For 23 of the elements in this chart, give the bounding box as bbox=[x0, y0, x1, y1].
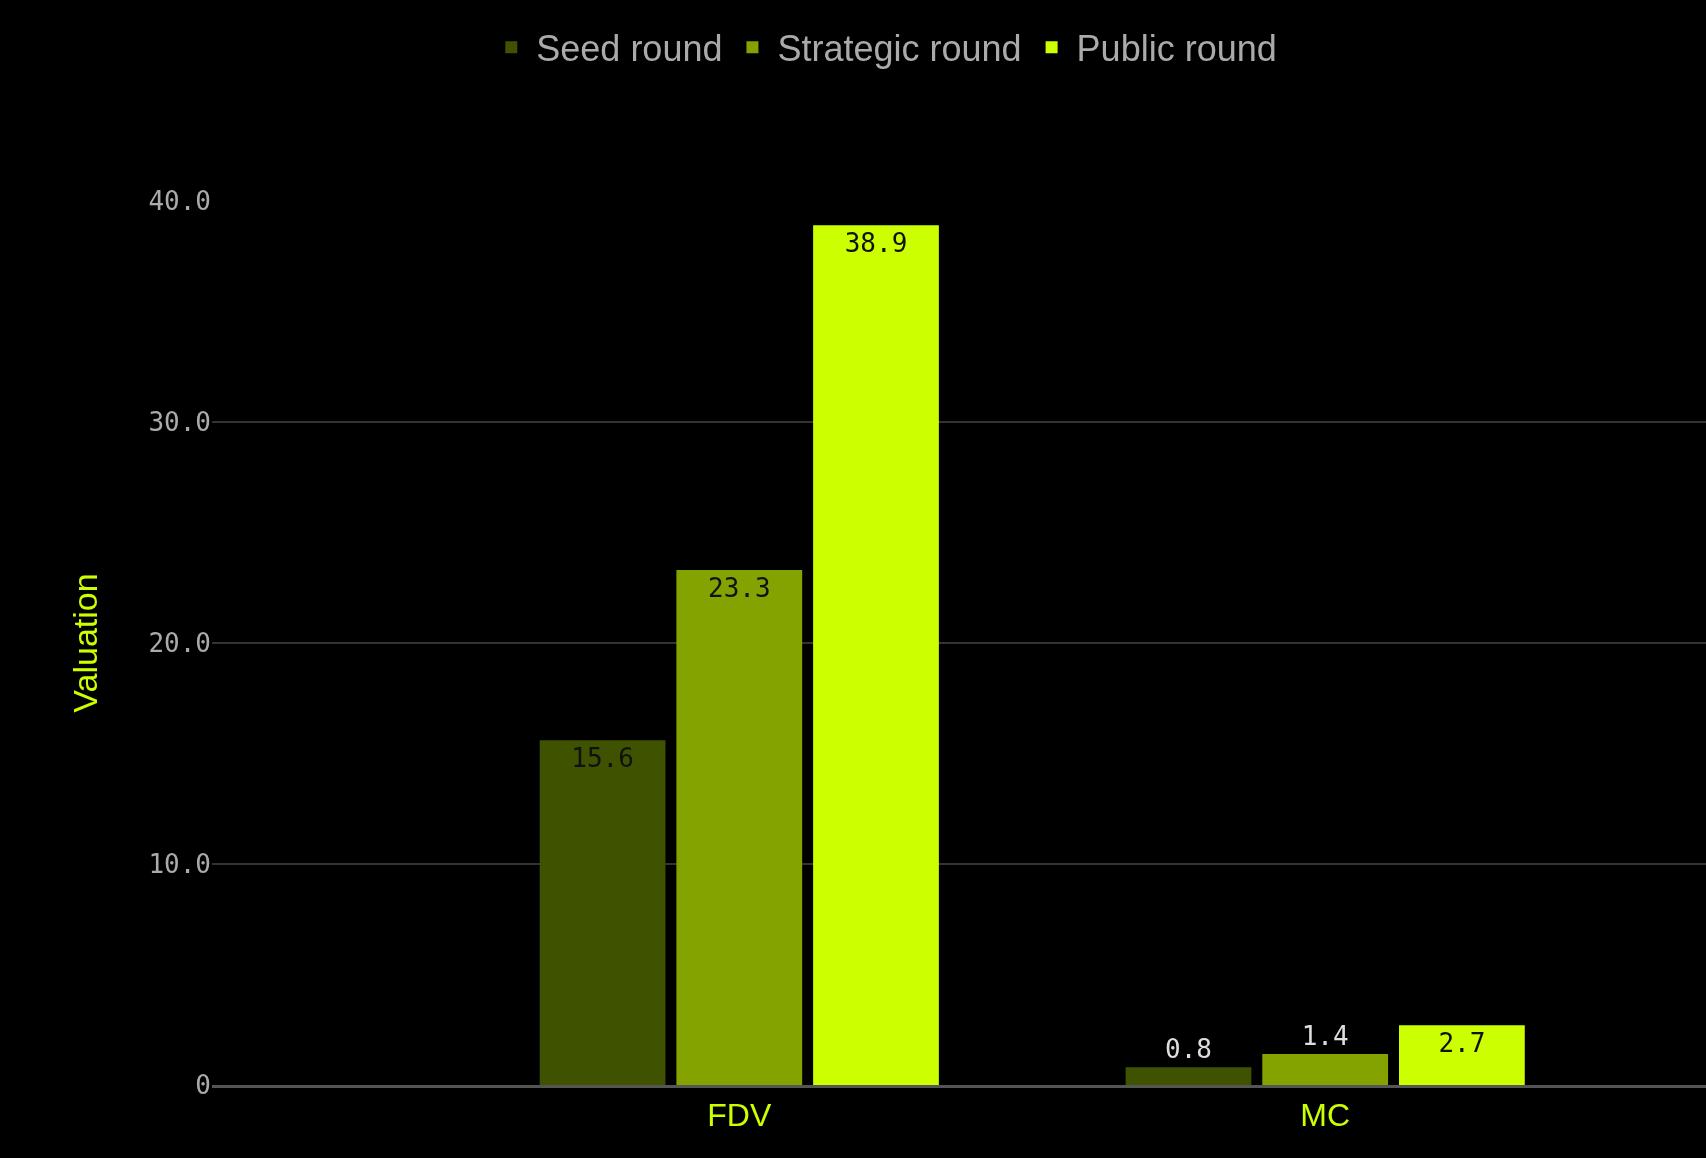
data-label: 1.4 bbox=[1301, 1021, 1349, 1052]
data-label: 15.6 bbox=[571, 743, 634, 774]
data-label: 38.9 bbox=[844, 228, 908, 259]
bar bbox=[676, 570, 803, 1085]
legend-label: Seed round bbox=[536, 28, 723, 70]
legend-label: Strategic round bbox=[777, 28, 1022, 70]
y-tick-label: 20.0 bbox=[148, 628, 211, 659]
bar bbox=[813, 225, 939, 1085]
bar bbox=[1125, 1067, 1252, 1085]
legend-label: Public round bbox=[1076, 28, 1277, 70]
y-tick-label: 30.0 bbox=[148, 407, 211, 438]
y-tick-label: 40.0 bbox=[148, 186, 211, 217]
data-label: 0.8 bbox=[1164, 1034, 1212, 1065]
data-label: 23.3 bbox=[707, 573, 771, 604]
y-axis-title: Valuation bbox=[65, 573, 104, 713]
x-tick-label: MC bbox=[1300, 1097, 1351, 1134]
y-tick-label: 0 bbox=[195, 1070, 211, 1101]
bar bbox=[1399, 1025, 1525, 1085]
bar bbox=[539, 740, 666, 1085]
data-label: 2.7 bbox=[1438, 1028, 1486, 1059]
x-tick-label: FDV bbox=[707, 1097, 772, 1134]
y-tick-label: 10.0 bbox=[148, 849, 211, 880]
bar bbox=[1262, 1054, 1389, 1085]
